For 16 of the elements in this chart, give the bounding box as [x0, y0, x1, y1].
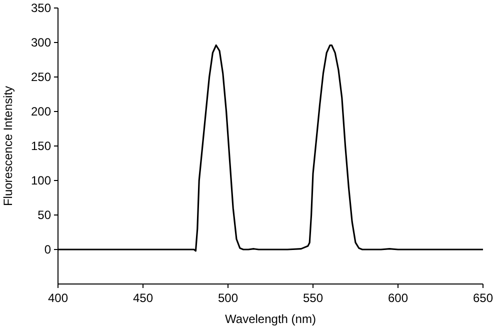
x-tick-label: 450 — [132, 291, 154, 305]
y-tick-label: 350 — [30, 1, 52, 16]
y-tick-label: 50 — [38, 208, 52, 222]
x-axis-title: Wavelength (nm) — [225, 312, 316, 326]
x-tick-label: 550 — [302, 291, 324, 305]
x-tick-label: 650 — [472, 291, 494, 305]
x-tick-label: 400 — [48, 291, 68, 305]
x-tick-label: 600 — [388, 291, 408, 305]
y-tick-label: 0 — [44, 242, 52, 257]
y-tick-label: 250 — [30, 70, 52, 84]
y-tick-label: 200 — [30, 104, 52, 119]
y-tick-label: 300 — [30, 36, 52, 50]
x-tick-label: 500 — [218, 291, 238, 305]
y-axis-title: Fluorescence Intensity — [1, 86, 15, 206]
y-tick-label: 150 — [30, 139, 52, 154]
y-tick-label: 100 — [30, 174, 52, 188]
